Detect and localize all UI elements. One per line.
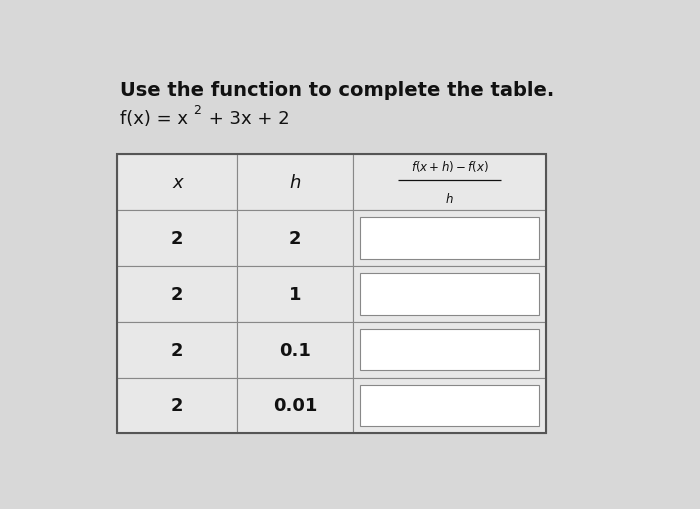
Bar [118,378,237,433]
Text: x: x [172,174,183,192]
Bar [353,266,546,322]
Text: Use the function to complete the table.: Use the function to complete the table. [120,80,554,100]
Bar [360,329,540,371]
Text: 2: 2 [171,230,183,247]
Bar [118,155,237,211]
Text: 0.01: 0.01 [273,397,317,414]
Bar [360,273,540,315]
Bar [353,378,546,433]
Text: $f(x+h)-f(x)$: $f(x+h)-f(x)$ [411,158,489,173]
Text: 0.1: 0.1 [279,341,311,359]
Bar [237,378,353,433]
Text: 2: 2 [171,286,183,303]
Bar [237,155,353,211]
Bar [118,322,237,378]
Bar [118,266,237,322]
Bar [360,385,540,427]
Text: f(x) = x: f(x) = x [120,110,188,128]
Text: h: h [290,174,301,192]
Bar [237,322,353,378]
Text: $h$: $h$ [445,191,454,206]
Bar [237,211,353,266]
Text: 2: 2 [289,230,302,247]
Text: 1: 1 [289,286,302,303]
Text: 2: 2 [171,397,183,414]
Bar [353,155,546,211]
Bar [118,155,546,434]
Text: + 3x + 2: + 3x + 2 [202,110,289,128]
Bar [360,218,540,260]
Bar [118,211,237,266]
Bar [353,211,546,266]
Bar [237,266,353,322]
Text: 2: 2 [171,341,183,359]
Text: 2: 2 [193,104,201,117]
Bar [353,322,546,378]
